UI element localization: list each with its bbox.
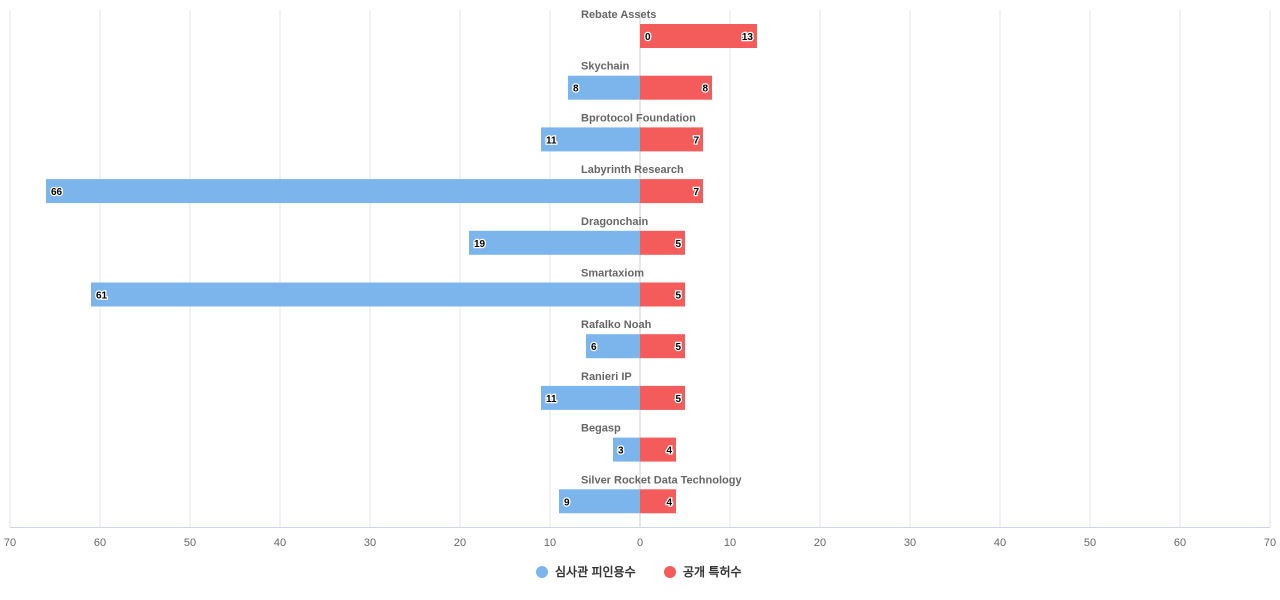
x-tick-label: 60 xyxy=(1174,537,1186,549)
bar-right[interactable] xyxy=(640,230,685,255)
data-label-right: 13 xyxy=(742,32,754,43)
data-label-left: 11 xyxy=(546,135,557,146)
x-tick-label: 40 xyxy=(994,537,1006,549)
bar-left[interactable] xyxy=(613,437,640,462)
bar-right[interactable] xyxy=(640,75,712,100)
legend-label: 심사관 피인용수 xyxy=(555,564,636,579)
bar-right[interactable] xyxy=(640,179,703,204)
data-label-left: 6 xyxy=(591,342,597,353)
bar-right[interactable] xyxy=(640,282,685,307)
data-label-left: 19 xyxy=(474,239,486,250)
x-tick-label: 60 xyxy=(94,537,106,549)
x-tick-label: 50 xyxy=(1084,537,1096,549)
data-label-left: 3 xyxy=(618,446,624,457)
category-label: Ranieri IP xyxy=(581,371,632,383)
bar-right[interactable] xyxy=(640,127,703,152)
legend-label: 공개 특허수 xyxy=(683,564,742,579)
data-label-right: 4 xyxy=(666,497,672,508)
x-tick-label: 70 xyxy=(1264,537,1276,549)
bar-right[interactable] xyxy=(640,24,757,48)
x-tick-label: 10 xyxy=(544,537,556,549)
bar-right[interactable] xyxy=(640,334,685,359)
bar-left[interactable] xyxy=(586,334,640,359)
category-label: Rebate Assets xyxy=(581,9,656,21)
bar-left[interactable] xyxy=(469,230,640,255)
category-label: Bprotocol Foundation xyxy=(581,112,696,124)
x-tick-label: 20 xyxy=(814,537,826,549)
bar-right[interactable] xyxy=(640,437,676,462)
data-label-right: 5 xyxy=(675,291,681,302)
category-label: Labyrinth Research xyxy=(581,164,684,176)
x-tick-label: 0 xyxy=(637,537,643,549)
x-tick-label: 50 xyxy=(184,537,196,549)
bar-left[interactable] xyxy=(91,282,640,307)
data-label-left: 11 xyxy=(546,394,557,405)
x-tick-label: 70 xyxy=(4,537,16,549)
data-label-right: 4 xyxy=(666,446,672,457)
bar-left[interactable] xyxy=(559,489,640,514)
category-label: Begasp xyxy=(581,423,621,435)
bars xyxy=(46,24,757,514)
data-label-left: 66 xyxy=(51,187,63,198)
grid-lines xyxy=(9,10,1271,527)
data-label-left: 61 xyxy=(96,291,108,302)
bar-right[interactable] xyxy=(640,385,685,410)
data-label-right: 5 xyxy=(675,342,681,353)
category-label: Dragonchain xyxy=(581,216,649,228)
data-label-right: 5 xyxy=(675,394,681,405)
category-label: Silver Rocket Data Technology xyxy=(581,474,742,486)
data-label-right: 8 xyxy=(702,84,708,95)
data-label-right: 7 xyxy=(693,187,699,198)
category-label: Rafalko Noah xyxy=(581,319,652,331)
legend-item[interactable]: 공개 특허수 xyxy=(664,564,742,579)
bar-left[interactable] xyxy=(568,75,640,100)
data-label-left: 8 xyxy=(573,84,579,95)
legend-marker xyxy=(536,566,548,578)
data-label-left: 9 xyxy=(564,497,570,508)
category-label: Smartaxiom xyxy=(581,268,644,280)
legend-marker xyxy=(664,566,676,578)
bar-left[interactable] xyxy=(46,179,640,204)
x-tick-label: 40 xyxy=(274,537,286,549)
x-tick-label: 20 xyxy=(454,537,466,549)
bar-left[interactable] xyxy=(541,127,640,152)
x-tick-label: 30 xyxy=(364,537,376,549)
bar-right[interactable] xyxy=(640,489,676,514)
legend-item[interactable]: 심사관 피인용수 xyxy=(536,564,636,579)
bar-left[interactable] xyxy=(541,385,640,410)
data-label-right: 7 xyxy=(693,135,699,146)
x-tick-label: 10 xyxy=(724,537,736,549)
x-tick-label: 30 xyxy=(904,537,916,549)
data-label-right: 5 xyxy=(675,239,681,250)
data-label-left: 0 xyxy=(645,32,651,43)
x-axis: 70 60 50 40 30 20 10 0 10 20 30 40 50 60 70 xyxy=(4,527,1276,549)
legend[interactable]: 심사관 피인용수 공개 특허수 xyxy=(536,564,742,579)
category-label: Skychain xyxy=(581,61,630,73)
